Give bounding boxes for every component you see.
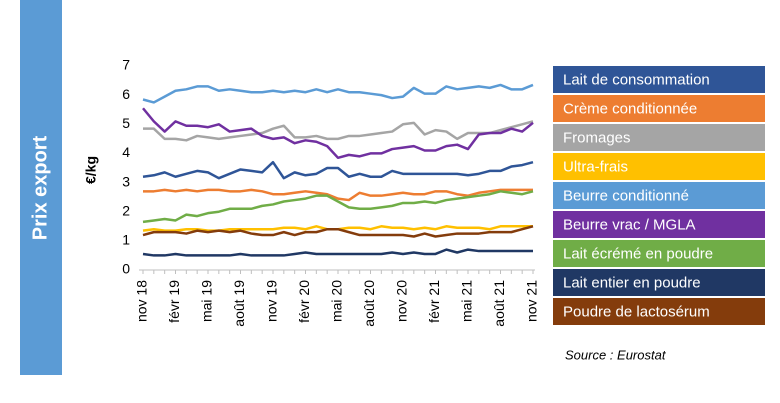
chart-title: Prix export <box>29 135 51 240</box>
legend-swatch <box>553 153 765 180</box>
x-tick-label: févr 21 <box>426 280 442 323</box>
x-tick-label: août 19 <box>231 280 247 327</box>
y-tick-label: 5 <box>122 115 130 131</box>
y-tick-label: 7 <box>122 57 130 73</box>
legend-label: Beurre vrac / MGLA <box>563 216 696 233</box>
legend-swatch <box>553 182 765 209</box>
x-tick-label: févr 20 <box>296 280 312 323</box>
y-axis-label: €/kg <box>83 156 99 184</box>
x-tick-label: nov 18 <box>134 280 150 322</box>
x-tick-label: nov 19 <box>264 280 280 322</box>
y-tick-label: 1 <box>122 232 130 248</box>
legend-label: Ultra-frais <box>563 158 628 175</box>
x-tick-label: mai 19 <box>199 280 215 322</box>
legend-swatch <box>553 269 765 296</box>
y-tick-label: 0 <box>122 261 130 277</box>
y-tick-label: 3 <box>122 173 130 189</box>
y-tick-label: 2 <box>122 202 130 218</box>
x-tick-label: nov 20 <box>394 280 410 322</box>
legend-swatch <box>553 298 765 325</box>
series-line <box>142 107 534 160</box>
legend-swatch <box>553 95 765 122</box>
series-line <box>142 190 534 224</box>
legend-label: Poudre de lactosérum <box>563 303 710 320</box>
x-tick-label: mai 20 <box>329 280 345 322</box>
legend-swatch <box>553 124 765 151</box>
x-tick-label: août 20 <box>361 280 377 327</box>
legend-swatch <box>553 66 765 93</box>
series-line <box>142 248 533 257</box>
source: Source : Eurostat <box>565 347 667 362</box>
legend-label: Lait entier en poudre <box>563 274 701 291</box>
series-line <box>143 120 534 142</box>
x-tick-label: août 21 <box>491 280 507 327</box>
legend-label: Lait de consommation <box>563 71 710 88</box>
y-tick-label: 4 <box>122 144 130 160</box>
series-line <box>142 83 534 104</box>
legend-label: Beurre conditionné <box>563 187 689 204</box>
series-line <box>142 160 534 180</box>
series-line <box>142 225 534 238</box>
x-tick-label: nov 21 <box>524 280 540 322</box>
legend-swatch <box>553 211 765 238</box>
legend-label: Lait écrémé en poudre <box>563 245 713 262</box>
series-line <box>143 188 533 202</box>
y-tick-label: 6 <box>122 86 130 102</box>
x-tick-label: mai 21 <box>459 280 475 322</box>
legend-swatch <box>553 240 765 267</box>
title-band <box>20 0 62 375</box>
x-tick-label: févr 19 <box>166 280 182 323</box>
legend-label: Crème conditionnée <box>563 100 697 117</box>
legend-label: Fromages <box>563 129 631 146</box>
